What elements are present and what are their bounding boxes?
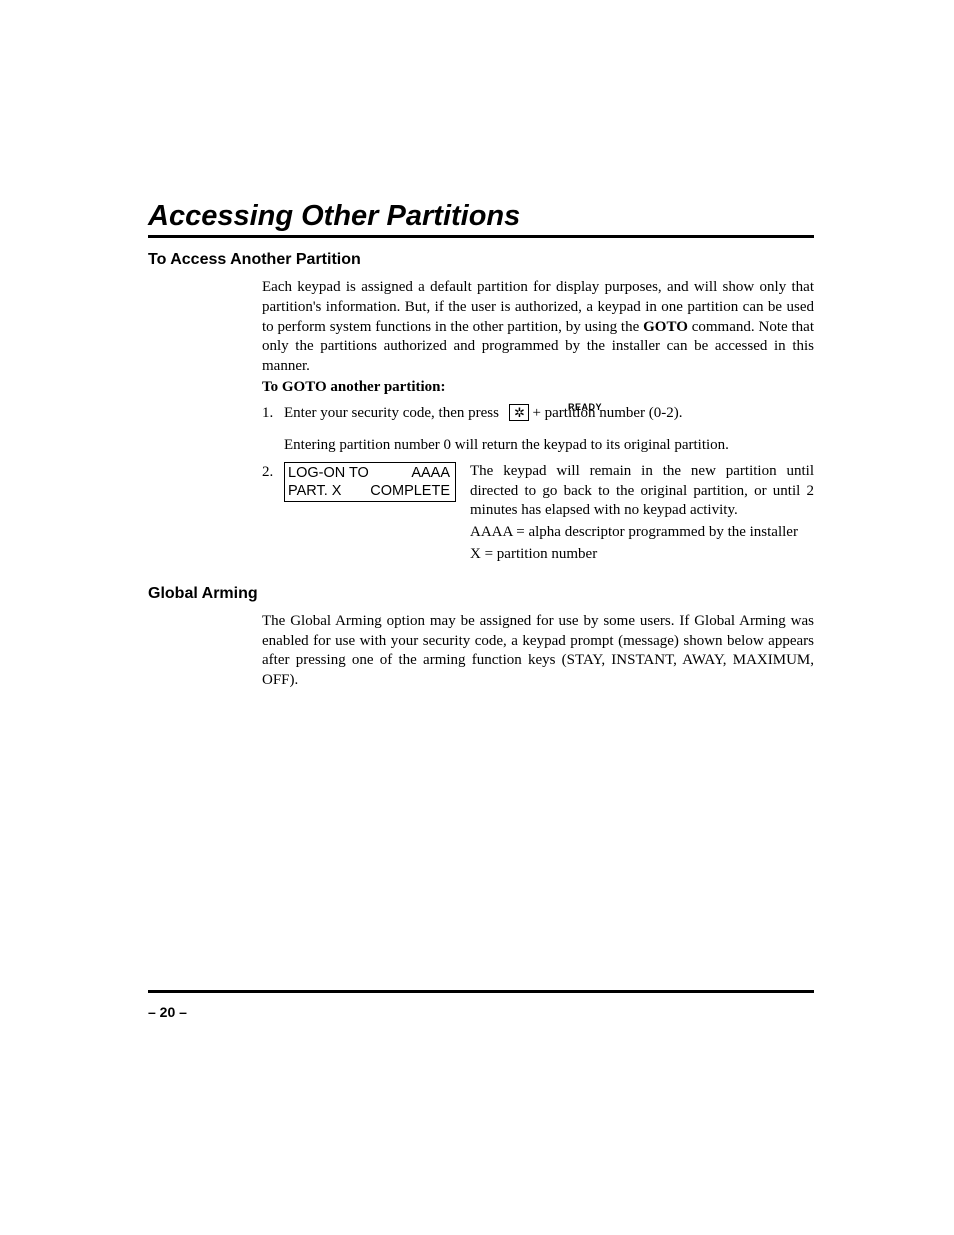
goto-command: GOTO [643,319,688,335]
page-content: Accessing Other Partitions To Access Ano… [0,0,954,691]
footer-rule [148,990,814,993]
step1-post: + partition number (0-2). [532,405,682,422]
intro-paragraph: Each keypad is assigned a default partit… [262,278,814,377]
page-title: Accessing Other Partitions [148,200,814,233]
step1-line: 1. Enter your security code, then press … [262,405,814,422]
step1-container: READY 1. Enter your security code, then … [262,405,814,422]
step2-x-note: X = partition number [470,545,814,565]
display-line1-right: AAAA [411,464,450,482]
section-heading-global-arming: Global Arming [148,585,814,603]
ready-label: READY [568,402,602,412]
bold-instruction: To GOTO another partition: [262,379,814,396]
global-arming-paragraph: The Global Arming option may be assigned… [262,612,814,691]
keypad-display-box: LOG-ON TO AAAA PART. X COMPLETE [284,462,456,502]
section-heading-access: To Access Another Partition [148,251,814,269]
step2-number: 2. [262,462,284,481]
section1-body: Each keypad is assigned a default partit… [262,278,814,565]
display-line1-left: LOG-ON TO [288,464,369,482]
display-line2: PART. X COMPLETE [288,482,450,500]
star-key-icon: ✲ [509,404,529,421]
step1-number: 1. [262,405,284,422]
step2-container: 2. LOG-ON TO AAAA PART. X COMPLETE The k… [262,462,814,565]
step1-note: Entering partition number 0 will return … [284,436,814,456]
display-line2-left: PART. X [288,482,341,500]
title-rule [148,235,814,238]
display-line2-right: COMPLETE [370,482,450,500]
display-line1: LOG-ON TO AAAA [288,464,450,482]
step2-right-column: The keypad will remain in the new partit… [470,462,814,565]
page-number: – 20 – [148,1004,187,1020]
section2: Global Arming The Global Arming option m… [148,585,814,691]
step1-pre: Enter your security code, then press [284,405,499,422]
section2-body: The Global Arming option may be assigned… [262,612,814,691]
step2-paragraph: The keypad will remain in the new partit… [470,462,814,521]
step2-aaaa-note: AAAA = alpha descriptor programmed by th… [470,523,814,543]
